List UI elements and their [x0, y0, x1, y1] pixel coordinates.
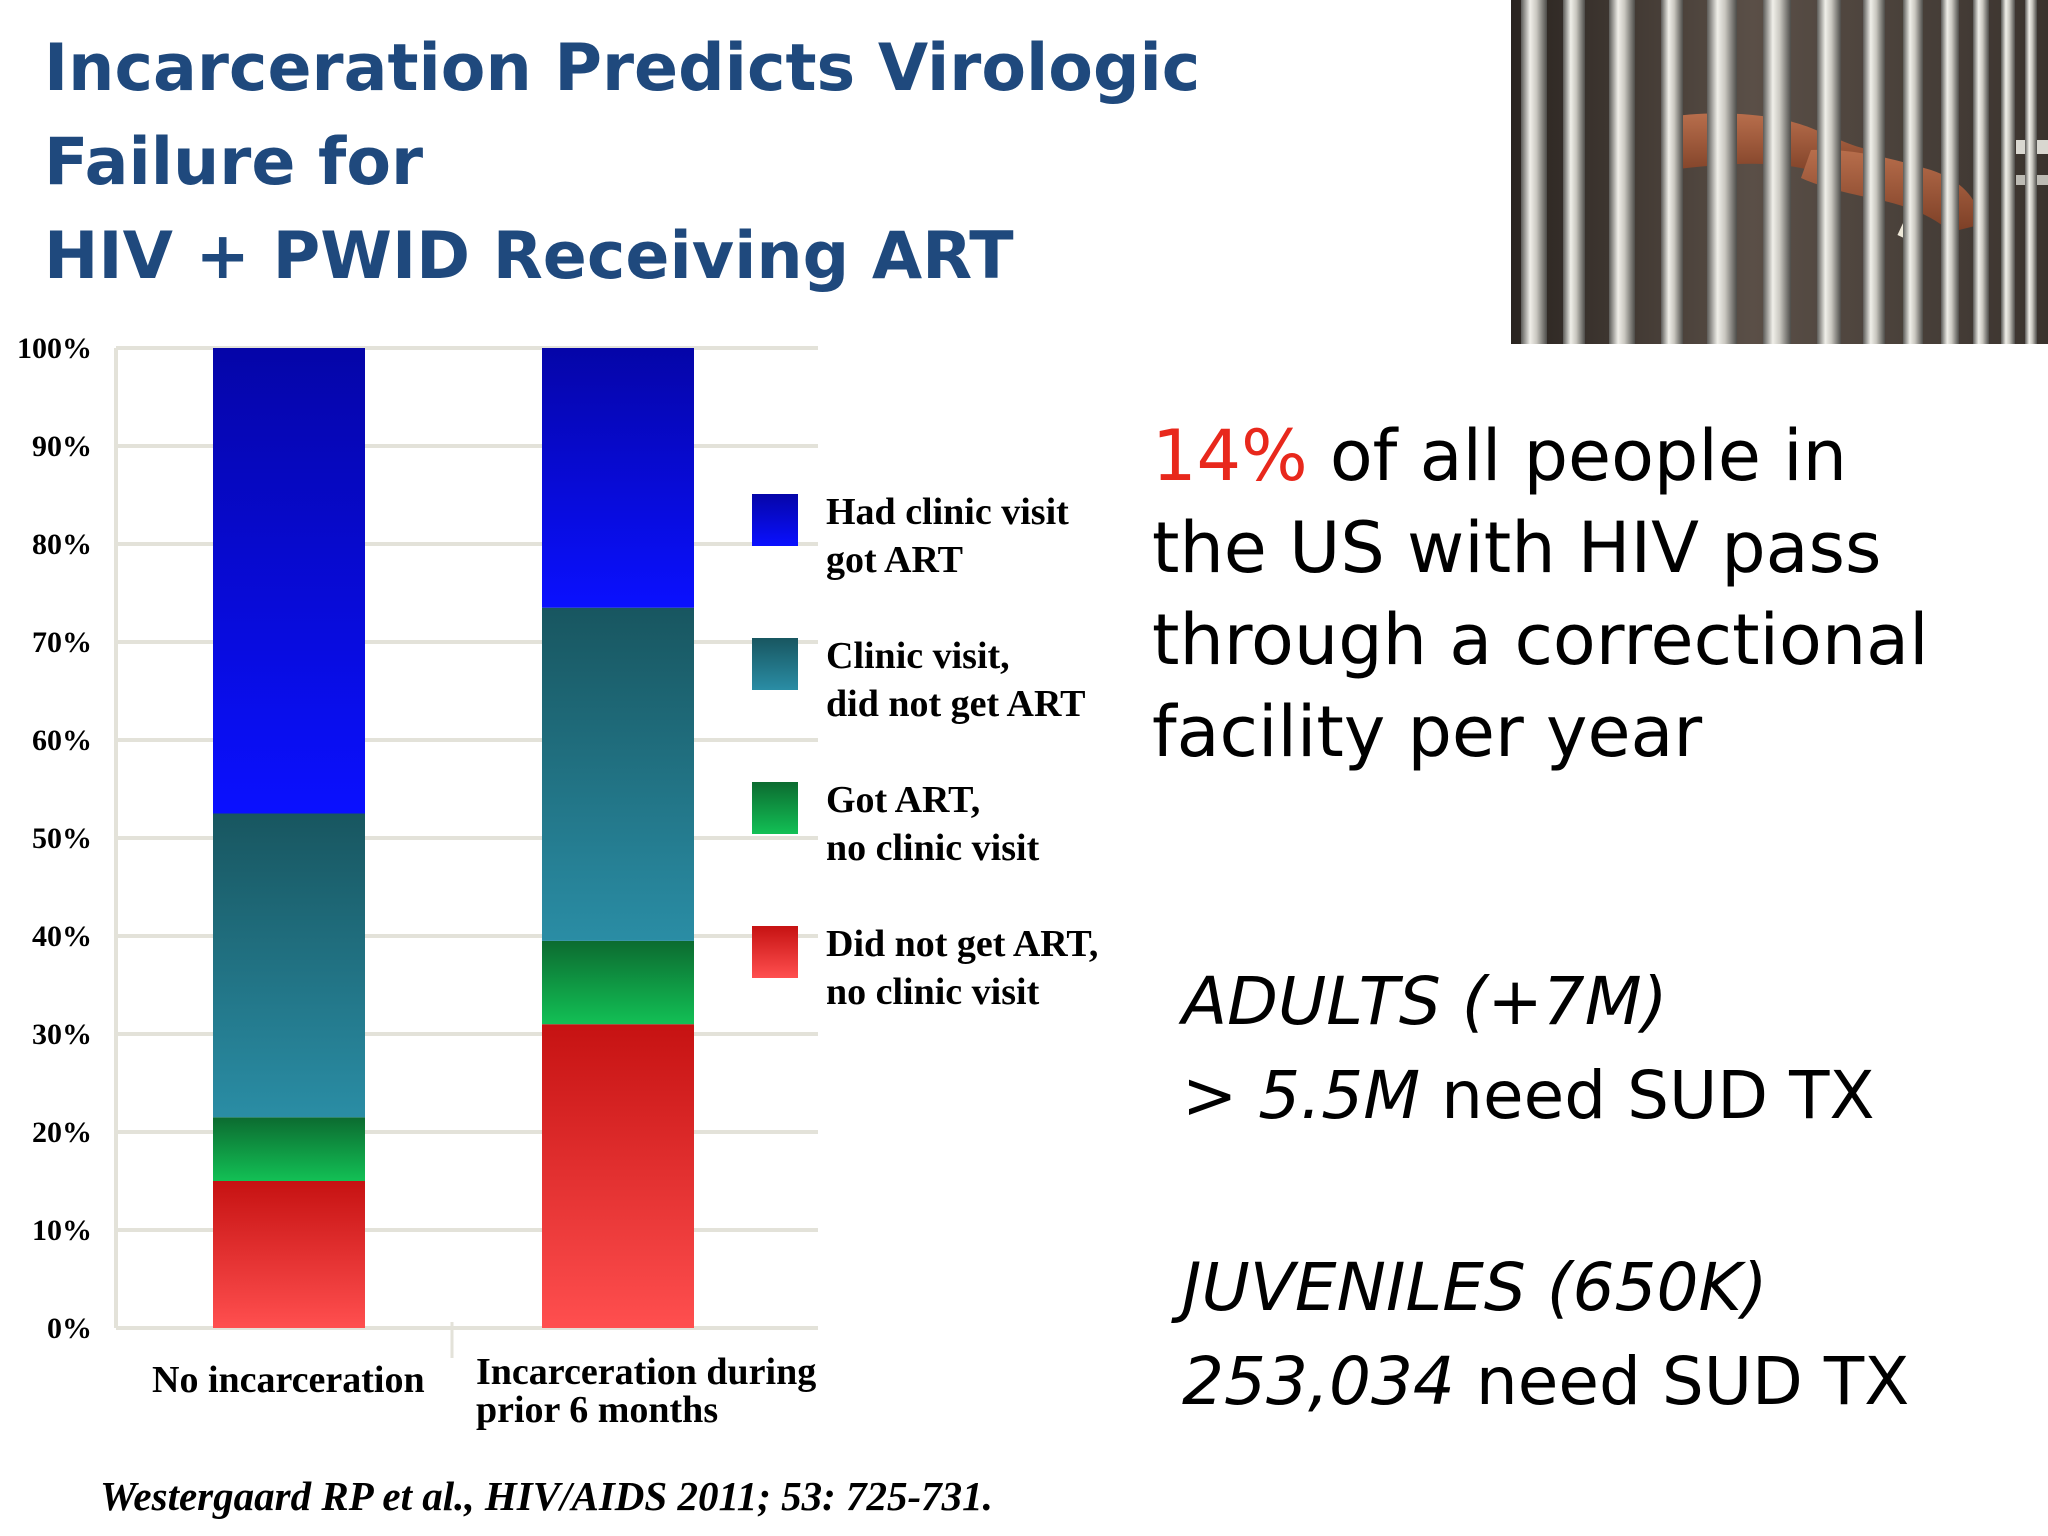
y-axis-ticks: 0% 10% 20% 30% 40% 50% 60% 70% 80% 90% 100%	[17, 332, 92, 1345]
y-tick-label: 50%	[32, 822, 92, 855]
legend-swatch	[752, 926, 798, 978]
legend-label: no clinic visit	[826, 971, 1040, 1013]
stat-line-3: through a correctional	[1152, 599, 1929, 681]
adults-label: ADULTS (+7M)	[1182, 963, 1668, 1040]
title-line-3: HIV + PWID Receiving ART	[44, 219, 1014, 294]
stat-line-2: the US with HIV pass	[1152, 507, 1882, 589]
stat-block: 14% of all people in the US with HIV pas…	[1152, 410, 2032, 778]
prison-bar-6	[1763, 0, 1791, 344]
juveniles-count: 253,034	[1182, 1343, 1455, 1420]
y-tick-label: 10%	[32, 1214, 92, 1247]
juveniles-need: need SUD TX	[1454, 1343, 1910, 1420]
y-tick-label: 40%	[32, 920, 92, 953]
legend-label: got ART	[826, 539, 963, 581]
y-tick-label: 100%	[17, 332, 92, 365]
y-tick-label: 60%	[32, 724, 92, 757]
legend-label: did not get ART	[826, 683, 1085, 725]
legend-label: Did not get ART,	[826, 923, 1098, 965]
prison-bar-5	[1707, 0, 1737, 344]
y-tick-label: 90%	[32, 430, 92, 463]
y-tick-label: 20%	[32, 1116, 92, 1149]
stat-highlight: 14%	[1152, 415, 1308, 497]
y-tick-label: 80%	[32, 528, 92, 561]
bar-segment	[213, 813, 365, 1118]
adults-need: need SUD TX	[1420, 1057, 1875, 1134]
legend-swatch	[752, 494, 798, 546]
adults-count: > 5.5M	[1182, 1057, 1421, 1134]
stacked-bar-chart: 0% 10% 20% 30% 40% 50% 60% 70% 80% 90% 100% No inc…	[17, 332, 1098, 1431]
stat-line-4: facility per year	[1152, 691, 1703, 773]
bar-segment	[213, 1181, 365, 1328]
prison-bar-2	[1563, 0, 1585, 344]
legend-swatch	[752, 782, 798, 834]
category-label: Incarceration during	[476, 1351, 816, 1393]
prison-bar-1	[1521, 0, 1547, 344]
prison-bar-8	[1863, 0, 1885, 344]
prison-bar-12	[2001, 0, 2015, 344]
y-tick-label: 30%	[32, 1018, 92, 1051]
prison-bar-4	[1661, 0, 1683, 344]
chart-legend: Had clinic visit got ART Clinic visit, did …	[752, 491, 1098, 1013]
legend-swatch	[752, 638, 798, 690]
bar-segment	[542, 607, 694, 941]
bar-segment	[542, 1024, 694, 1328]
prison-bars-hands-photo	[1511, 0, 2048, 344]
prison-bar-10	[1941, 0, 1959, 344]
prison-bar-7	[1817, 0, 1841, 344]
legend-label: Had clinic visit	[826, 491, 1069, 533]
prison-bar-13	[2025, 0, 2037, 344]
legend-label: no clinic visit	[826, 827, 1040, 869]
prison-bar-3	[1609, 0, 1635, 344]
prison-bar-9	[1903, 0, 1923, 344]
legend-label: Got ART,	[826, 779, 980, 821]
y-tick-label: 70%	[32, 626, 92, 659]
slide-title: Incarceration Predicts Virologic Failure…	[44, 22, 1201, 304]
juveniles-block: JUVENILES (650K) 253,034 need SUD TX	[1182, 1241, 1909, 1429]
stat-line-1-rest: of all people in	[1307, 415, 1847, 497]
chart-axes	[114, 348, 454, 1358]
juveniles-need-line: 253,034 need SUD TX	[1182, 1335, 1909, 1429]
category-label: prior 6 months	[476, 1389, 718, 1431]
citation: Westergaard RP et al., HIV/AIDS 2011; 53…	[100, 1473, 993, 1519]
title-line-2: Failure for	[44, 125, 424, 200]
juveniles-label: JUVENILES (650K)	[1182, 1249, 1768, 1326]
bar-segment	[213, 1117, 365, 1181]
stat-line-1: 14% of all people in	[1152, 410, 2032, 502]
y-tick-label: 0%	[47, 1312, 92, 1345]
category-labels: No incarceration Incarceration duringprio…	[152, 1351, 816, 1431]
adults-need-line: > 5.5M need SUD TX	[1182, 1049, 1875, 1143]
bar-segment	[213, 348, 365, 814]
prison-bar-11	[1973, 0, 1989, 344]
title-line-1: Incarceration Predicts Virologic	[44, 31, 1201, 106]
legend-label: Clinic visit,	[826, 635, 1010, 677]
bar-segment	[542, 940, 694, 1025]
category-label: No incarceration	[152, 1359, 425, 1401]
bar-segment	[542, 348, 694, 608]
adults-block: ADULTS (+7M) > 5.5M need SUD TX	[1182, 955, 1875, 1143]
bar-segments	[213, 348, 694, 1328]
